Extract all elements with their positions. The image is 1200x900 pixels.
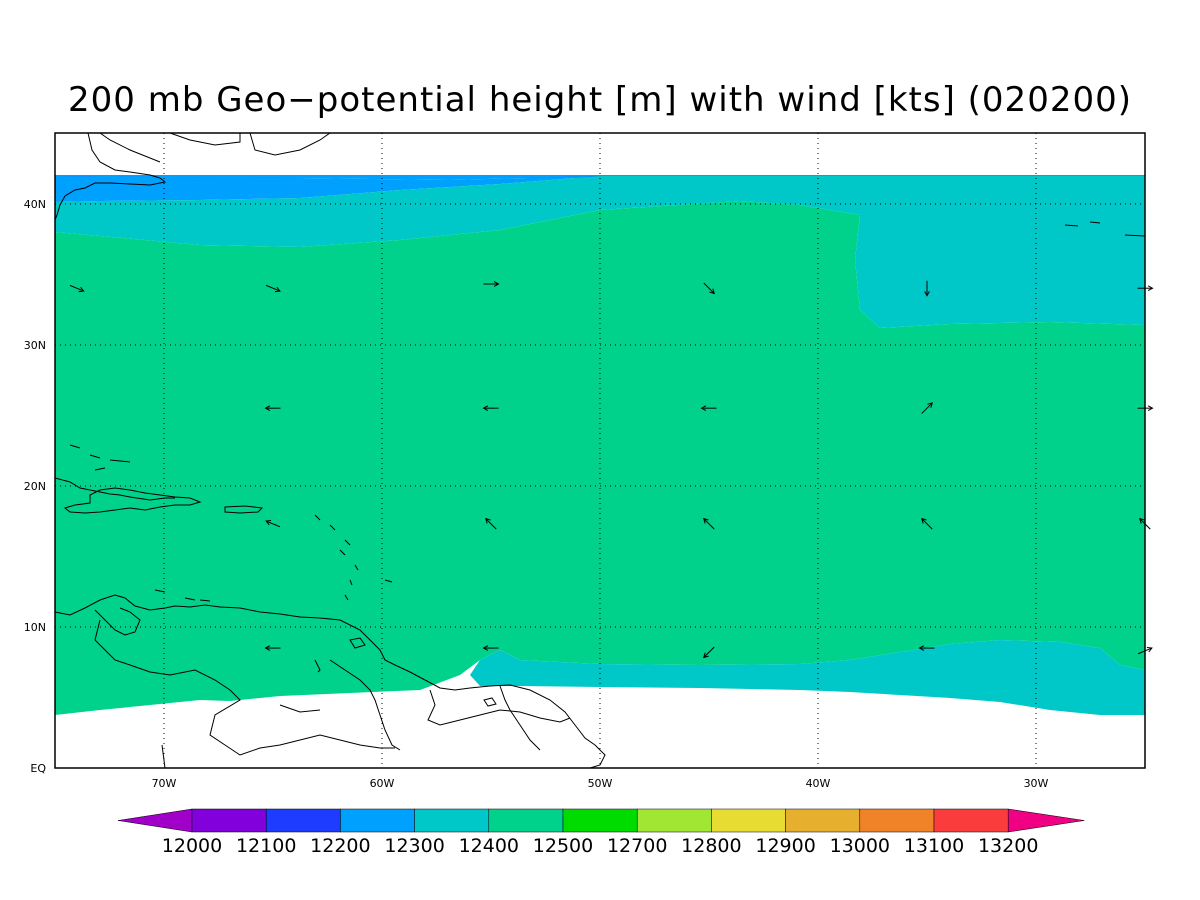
contour-12300-south	[470, 640, 1145, 715]
plot-frame	[54, 132, 1146, 769]
lat-tick-label: 10N	[24, 621, 46, 634]
bahamas	[69, 444, 131, 471]
colorbar-label: 13000	[830, 835, 890, 857]
wind-arrow	[700, 405, 717, 412]
colorbar-label: 13100	[904, 835, 964, 857]
colorbar-swatch	[414, 808, 490, 833]
lesser-antilles	[314, 514, 393, 601]
colorbar-swatch	[711, 808, 786, 833]
colorbar-label: 13200	[978, 835, 1038, 857]
colorbar-label: 12100	[236, 835, 296, 857]
colorbar-label: 12400	[459, 835, 519, 857]
colorbar-label: 12200	[310, 835, 370, 857]
newfoundland-2	[249, 133, 331, 156]
wind-arrow	[483, 281, 500, 287]
wind-arrow	[69, 284, 85, 293]
us-east-coast	[55, 133, 167, 221]
venezuela-south	[329, 659, 401, 751]
wind-arrow	[924, 280, 930, 297]
aruba	[154, 589, 211, 602]
nova-scotia	[99, 133, 161, 163]
colorbar-extend-low	[117, 808, 193, 833]
contour-12200b	[55, 176, 600, 202]
wind-arrow	[264, 405, 281, 412]
colorbar-label: 12500	[533, 835, 593, 857]
wind-arrow	[703, 646, 715, 659]
colorbar: 12000 12100 12200 12300 12400 12500 12700 12800…	[117, 808, 1085, 857]
lat-tick-label: 20N	[24, 480, 46, 493]
lon-tick-label: 30W	[1024, 777, 1049, 790]
contour-12200	[55, 175, 1145, 180]
lon-tick-label: 70W	[152, 777, 177, 790]
wind-arrow	[482, 645, 499, 651]
puerto-rico	[224, 505, 264, 514]
colorbar-swatch	[785, 808, 861, 833]
colorbar-extend-high	[1007, 808, 1085, 833]
wind-arrow	[482, 405, 499, 412]
south-america-north	[55, 594, 606, 768]
lon-tick-labels: 70W 60W 50W 40W 30W	[152, 777, 1049, 790]
map-title: 200 mb Geo−potential height [m] with win…	[68, 80, 1132, 120]
wind-arrow	[264, 645, 281, 651]
colorbar-label: 12000	[162, 835, 222, 857]
lon-tick-label: 50W	[588, 777, 613, 790]
south-coast-extra	[161, 659, 321, 768]
colorbar-swatch	[488, 808, 564, 833]
colombia-interior	[94, 619, 395, 756]
newfoundland	[169, 133, 241, 146]
colorbar-label: 12800	[681, 835, 741, 857]
grid	[55, 133, 1145, 768]
contour-12300-north	[55, 176, 1145, 328]
lat-tick-label: EQ	[30, 762, 46, 775]
colorbar-swatch	[859, 808, 935, 833]
lat-tick-label: 30N	[24, 339, 46, 352]
colorbar-label: 12300	[384, 835, 444, 857]
island-cluster	[1064, 221, 1145, 237]
colorbar-swatch	[933, 808, 1009, 833]
wind-arrow	[265, 284, 281, 293]
venezuela-lake	[94, 607, 141, 636]
hispaniola	[63, 487, 202, 514]
lat-tick-label: 40N	[24, 198, 46, 211]
wind-arrow	[921, 402, 933, 414]
wind-arrow	[918, 645, 935, 651]
guyana	[427, 689, 571, 726]
suriname	[499, 685, 541, 751]
lat-tick-labels: EQ 10N 20N 30N 40N	[24, 198, 47, 775]
cuba	[55, 477, 175, 501]
colorbar-swatch	[191, 808, 267, 833]
coastlines	[55, 133, 1145, 768]
wind-arrow	[921, 517, 933, 530]
colorbar-swatch	[562, 808, 638, 833]
colorbar-swatch	[265, 808, 341, 833]
colorbar-swatch	[340, 808, 415, 833]
lon-tick-label: 60W	[370, 777, 395, 790]
wind-arrow	[703, 517, 715, 530]
colorbar-label: 12700	[607, 835, 667, 857]
trinidad	[349, 637, 366, 649]
wind-arrow	[265, 519, 281, 528]
colorbar-swatch	[636, 808, 712, 833]
plot-area: 70W 60W 50W 40W 30W EQ 10N 20N 30N 40N	[24, 132, 1154, 790]
lon-tick-label: 40W	[806, 777, 831, 790]
guiana-lake	[483, 697, 497, 707]
wind-arrow	[703, 282, 715, 295]
colorbar-label: 12900	[755, 835, 815, 857]
wind-arrow	[485, 517, 497, 530]
